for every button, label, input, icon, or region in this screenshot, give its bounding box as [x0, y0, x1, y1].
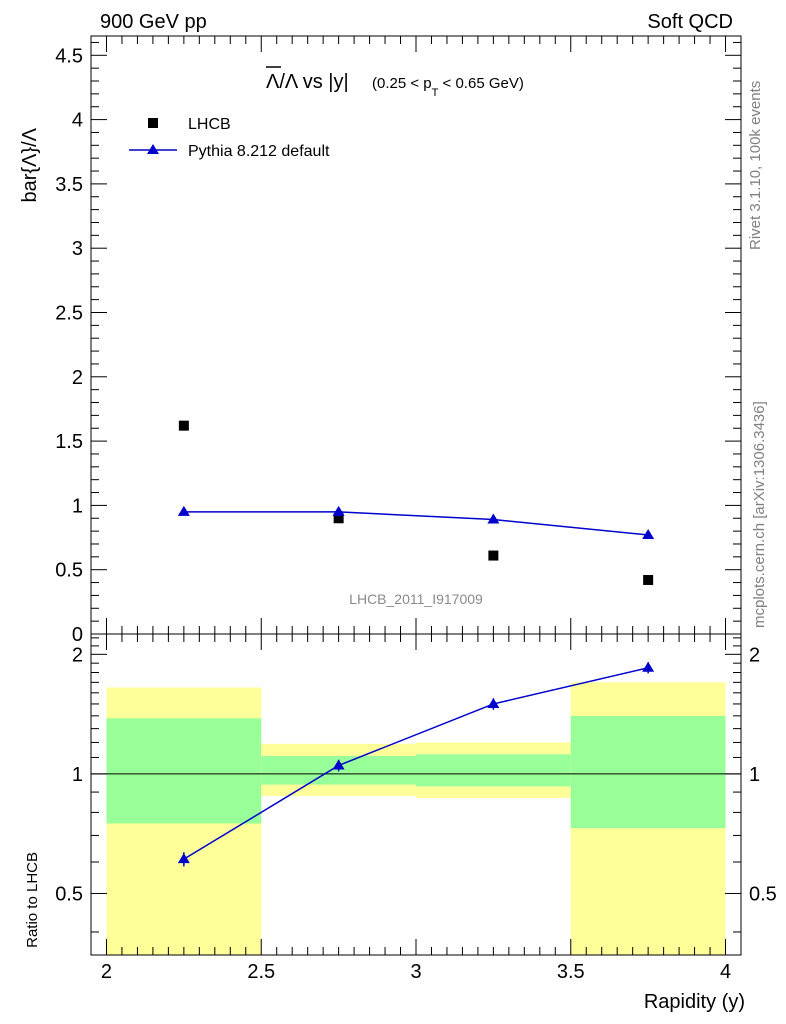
title-sub-sub: T: [432, 87, 439, 99]
axes: 2 2.5 3 3.5 4 0 0.5 1 1.5 2 2.5 3 3.5 4 4.5 0.5 0.5 1 1 2 2: [55, 35, 777, 983]
ratio-xlabel: Rapidity (y): [644, 991, 745, 1013]
ratio-band-green: [106, 718, 262, 824]
ratio-ylabel: Ratio to LHCB: [24, 852, 41, 948]
main-y-tick-label: 4.5: [55, 45, 83, 67]
lhcb-point: [178, 420, 189, 431]
lhcb-point: [333, 513, 344, 524]
header-left: 900 GeV pp: [100, 11, 207, 33]
mcplots-label: mcplots.cern.ch [arXiv:1306.3436]: [751, 401, 768, 628]
main-y-tick-label: 0: [72, 624, 83, 646]
x-tick-label: 3.5: [557, 961, 585, 983]
main-y-tick-label: 2.5: [55, 302, 83, 324]
ratio-y-tick-label: 0.5: [55, 883, 83, 905]
ratio-y-tick-label-right: 2: [749, 644, 760, 666]
main-marks: [177, 420, 655, 585]
header-right: Soft QCD: [647, 11, 733, 33]
main-y-tick-label: 0.5: [55, 560, 83, 582]
main-y-tick-label: 1.5: [55, 431, 83, 453]
pythia-point: [642, 528, 655, 539]
legend-label-pythia: Pythia 8.212 default: [188, 143, 330, 160]
ratio-pythia-point: [177, 853, 190, 864]
legend-label-lhcb: LHCB: [188, 116, 231, 133]
title-sub-pre: (0.25 < p: [372, 75, 432, 92]
main-y-tick-label: 3.5: [55, 174, 83, 196]
ratio-y-tick-label: 2: [72, 644, 83, 666]
ratio-y-tick-label-right: 1: [749, 764, 760, 786]
pythia-point: [332, 505, 345, 516]
ratio-pythia-point: [332, 759, 345, 770]
main-title-text: Λ/Λ vs |y|: [266, 71, 349, 93]
lhcb-point: [643, 574, 654, 585]
title-sub-post: < 0.65 GeV): [438, 75, 523, 92]
x-tick-label: 2: [101, 961, 112, 983]
lhcb-point: [488, 550, 499, 561]
pythia-line: [183, 511, 649, 536]
main-y-tick-label: 2: [72, 367, 83, 389]
main-title: Λ/Λ vs |y| (0.25 < pT < 0.65 GeV): [266, 66, 524, 99]
ratio-band-green: [570, 715, 726, 829]
main-y-tick-label: 1: [72, 495, 83, 517]
ratio-pythia-point: [487, 697, 500, 708]
x-tick-label: 3: [410, 961, 421, 983]
x-tick-label: 2.5: [247, 961, 275, 983]
main-title-sub: (0.25 < pT < 0.65 GeV): [372, 75, 524, 99]
main-y-tick-label: 3: [72, 238, 83, 260]
ratio-y-tick-label: 1: [72, 764, 83, 786]
main-ylabel: bar{Λ}/Λ: [19, 127, 41, 202]
legend-marker-lhcb: [148, 118, 158, 128]
ratio-bands: [91, 682, 741, 955]
rivet-label: Rivet 3.1.10, 100k events: [747, 81, 764, 250]
ratio-marks: [177, 661, 655, 867]
ratio-band-green: [416, 754, 571, 787]
legend: LHCB Pythia 8.212 default: [129, 116, 330, 160]
pythia-point: [177, 505, 190, 516]
main-y-tick-label: 4: [72, 110, 83, 132]
ratio-pythia-line: [183, 667, 649, 860]
pythia-point: [487, 513, 500, 524]
analysis-watermark: LHCB_2011_I917009: [349, 591, 483, 607]
x-tick-label: 4: [720, 961, 731, 983]
ratio-y-tick-label-right: 0.5: [749, 883, 777, 905]
ratio-pythia-point: [642, 661, 655, 672]
legend-marker-pythia: [147, 144, 159, 154]
